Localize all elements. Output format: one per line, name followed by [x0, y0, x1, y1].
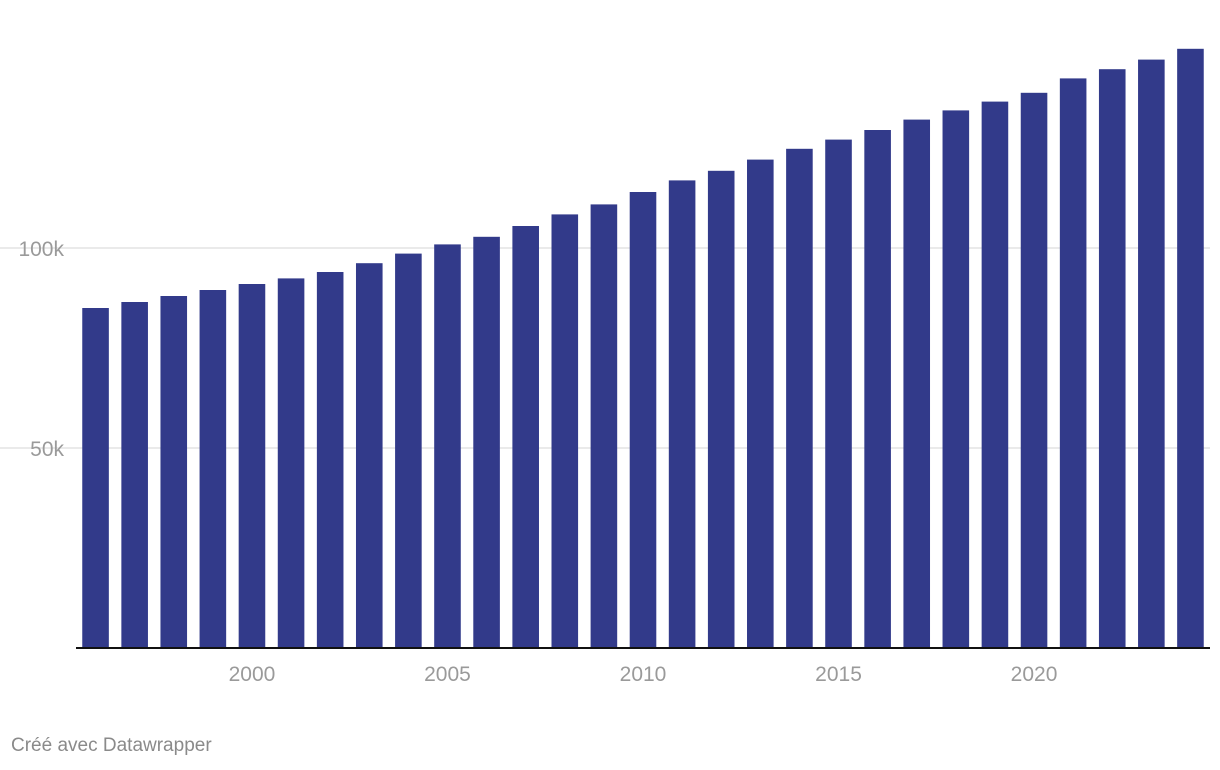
- bar-2013[interactable]: [747, 159, 774, 648]
- bar-2008[interactable]: [551, 214, 579, 648]
- bar-2011[interactable]: [668, 180, 696, 648]
- bar-1997[interactable]: [121, 302, 148, 648]
- bar-1996[interactable]: [82, 308, 109, 648]
- bar-2007[interactable]: [512, 226, 539, 648]
- x-tick-label: 2010: [620, 663, 667, 686]
- bar-2021[interactable]: [1059, 78, 1087, 648]
- bar-2003[interactable]: [355, 263, 383, 648]
- x-tick-label: 2000: [229, 663, 276, 686]
- bar-2015[interactable]: [825, 139, 852, 648]
- bar-2006[interactable]: [473, 236, 500, 649]
- y-tick-label: 100k: [18, 238, 64, 261]
- bar-2023[interactable]: [1138, 59, 1165, 649]
- bar-1999[interactable]: [199, 290, 227, 648]
- bar-2014[interactable]: [786, 148, 813, 649]
- bar-2004[interactable]: [395, 253, 422, 648]
- bar-2005[interactable]: [434, 244, 461, 648]
- bar-2018[interactable]: [942, 110, 970, 648]
- bar-2001[interactable]: [277, 278, 305, 648]
- bar-2000[interactable]: [238, 284, 266, 648]
- bar-2009[interactable]: [590, 204, 618, 648]
- bar-chart: 50k 100k 2000 2005 2010 2015 2020: [0, 48, 1210, 686]
- bar-2024[interactable]: [1177, 48, 1204, 649]
- bar-2012[interactable]: [707, 170, 735, 649]
- bar-2019[interactable]: [981, 101, 1009, 649]
- bar-2017[interactable]: [903, 119, 931, 649]
- x-tick-label: 2005: [424, 663, 471, 686]
- y-tick-label: 50k: [30, 438, 64, 461]
- bar-2010[interactable]: [629, 192, 657, 648]
- credit-text: Créé avec Datawrapper: [11, 735, 212, 756]
- x-tick-label: 2015: [815, 663, 862, 686]
- bar-1998[interactable]: [160, 296, 188, 648]
- bar-2016[interactable]: [864, 130, 891, 648]
- bar-2002[interactable]: [316, 272, 344, 648]
- x-tick-label: 2020: [1011, 663, 1058, 686]
- bar-2022[interactable]: [1098, 69, 1126, 648]
- bar-2020[interactable]: [1020, 92, 1048, 649]
